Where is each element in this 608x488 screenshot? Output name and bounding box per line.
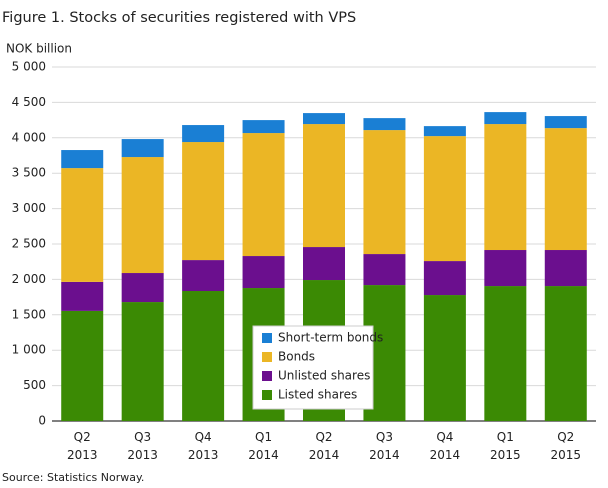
legend-swatch bbox=[262, 390, 272, 400]
bar-segment bbox=[303, 113, 345, 125]
x-tick-label: Q4 2014 bbox=[430, 430, 461, 462]
bar-segment bbox=[423, 261, 466, 296]
y-tick-label: 500 bbox=[23, 378, 46, 392]
bar-segment bbox=[363, 130, 406, 255]
bar-segment bbox=[61, 281, 104, 311]
bar-segment bbox=[423, 295, 466, 421]
bar-segment bbox=[544, 128, 587, 251]
bar-segment bbox=[121, 302, 164, 421]
bar-segment bbox=[423, 136, 466, 262]
legend-swatch bbox=[262, 333, 272, 343]
x-tick-label: Q1 2015 bbox=[490, 430, 521, 462]
bar-segment bbox=[61, 310, 104, 421]
x-tick-label: Q2 2014 bbox=[309, 430, 340, 462]
bar-segment bbox=[484, 250, 527, 287]
y-tick-label: 5 000 bbox=[12, 60, 46, 74]
legend-label: Unlisted shares bbox=[278, 369, 370, 383]
legend-box bbox=[252, 325, 374, 410]
x-tick-label: Q2 2013 bbox=[67, 430, 98, 462]
y-tick-label: 4 500 bbox=[12, 95, 46, 109]
y-axis-label: NOK billion bbox=[6, 42, 72, 56]
bar-segment bbox=[182, 142, 225, 261]
source: Source: Statistics Norway. bbox=[2, 471, 144, 484]
bar-segment bbox=[182, 291, 225, 421]
bar-segment bbox=[121, 139, 164, 158]
bar-segment bbox=[423, 126, 466, 137]
bar-segment bbox=[303, 124, 345, 248]
y-tick-label: 4 000 bbox=[12, 130, 46, 144]
bar-segment bbox=[242, 256, 285, 289]
bar-segment bbox=[61, 150, 104, 169]
y-tick-label: 0 bbox=[38, 414, 46, 428]
bar-segment bbox=[61, 168, 104, 282]
bar-segment bbox=[484, 112, 527, 125]
bar-segment bbox=[363, 118, 406, 131]
bar-segment bbox=[484, 124, 527, 251]
bar-segment bbox=[544, 286, 587, 421]
bar-segment bbox=[544, 250, 587, 287]
bar-segment bbox=[121, 273, 164, 303]
legend-label: Listed shares bbox=[278, 388, 357, 402]
x-tick-label: Q2 2015 bbox=[551, 430, 582, 462]
x-tick-label: Q3 2013 bbox=[127, 430, 158, 462]
bar-segment bbox=[484, 286, 527, 421]
legend-swatch bbox=[262, 352, 272, 362]
chart-title: Figure 1. Stocks of securities registere… bbox=[2, 10, 356, 26]
x-tick-label: Q1 2014 bbox=[248, 430, 279, 462]
bar-segment bbox=[242, 133, 285, 257]
bar-segment bbox=[121, 157, 164, 274]
y-tick-label: 3 500 bbox=[12, 166, 46, 180]
bar-segment bbox=[182, 125, 225, 143]
y-tick-label: 1 500 bbox=[12, 307, 46, 321]
bar-segment bbox=[303, 247, 345, 281]
bar-segment bbox=[182, 260, 225, 292]
x-tick-label: Q3 2014 bbox=[369, 430, 400, 462]
legend-swatch bbox=[262, 371, 272, 381]
legend-label: Bonds bbox=[278, 350, 315, 364]
y-tick-label: 1 000 bbox=[12, 343, 46, 357]
bar-segment bbox=[242, 120, 285, 134]
y-tick-label: 2 500 bbox=[12, 237, 46, 251]
legend-label: Short-term bonds bbox=[278, 331, 383, 345]
x-tick-label: Q4 2013 bbox=[188, 430, 219, 462]
bar-segment bbox=[363, 254, 406, 286]
y-tick-label: 2 000 bbox=[12, 272, 46, 286]
bar-segment bbox=[544, 116, 587, 129]
y-tick-label: 3 000 bbox=[12, 201, 46, 215]
